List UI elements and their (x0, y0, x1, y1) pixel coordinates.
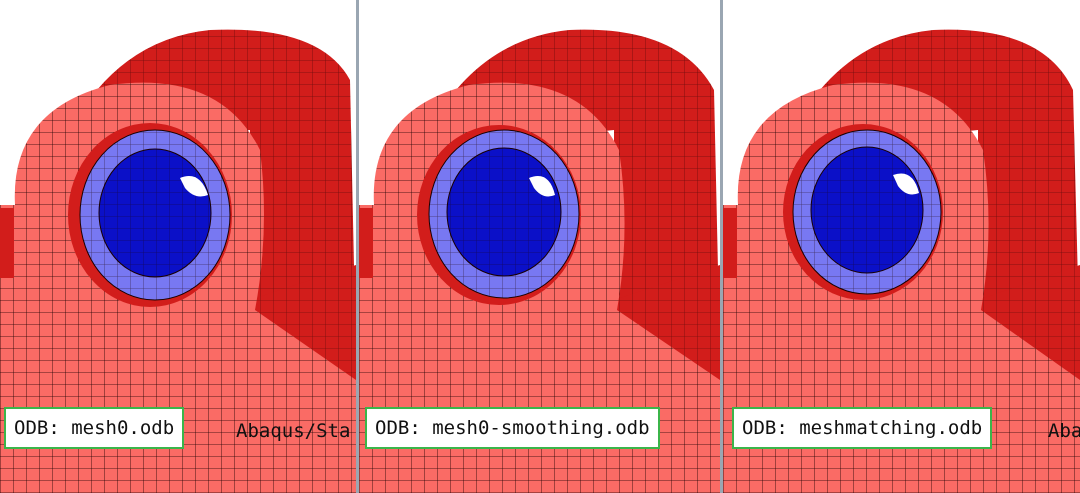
odb-label-box: ODB: mesh0-smoothing.odb (365, 407, 660, 449)
viewport-title-text: Abaqus/Sta (236, 420, 351, 442)
fem-model-render (0, 29, 356, 493)
odb-label: ODB: mesh0.odb (14, 417, 175, 439)
viewport-mesh0[interactable]: ODB: mesh0.odb Abaqus/Sta (0, 0, 356, 493)
viewport-mesh0-smoothing[interactable]: ODB: mesh0-smoothing.odb (359, 0, 720, 493)
odb-label-box: ODB: mesh0.odb (4, 407, 185, 449)
viewport-meshmatching[interactable]: ODB: meshmatching.odb Aba (723, 0, 1080, 493)
fem-model-render (359, 29, 720, 493)
viewport-divider[interactable] (356, 0, 359, 493)
odb-label: ODB: mesh0-smoothing.odb (375, 417, 650, 439)
odb-label-box: ODB: meshmatching.odb (732, 407, 993, 449)
odb-label: ODB: meshmatching.odb (742, 417, 983, 439)
fem-model-render (723, 29, 1080, 493)
viewport-divider[interactable] (720, 0, 723, 493)
viewport-title-text: Aba (1048, 420, 1080, 442)
